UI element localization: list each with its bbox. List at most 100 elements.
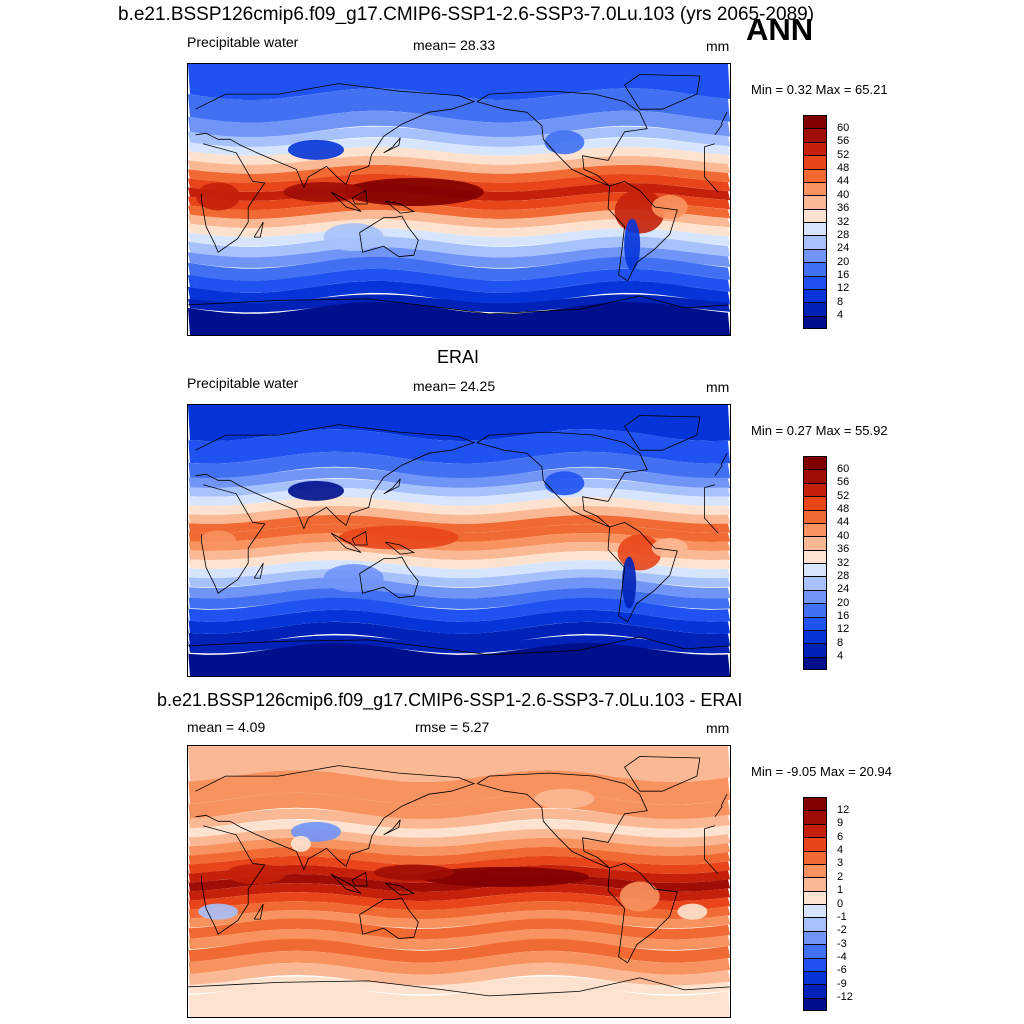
colorbar-swatch	[803, 629, 827, 644]
field-band	[188, 236, 730, 258]
colorbar-swatch	[803, 222, 827, 236]
field-feature	[338, 525, 459, 550]
figure-title: b.e21.BSSP126cmip6.f09_g17.CMIP6-SSP1-2.…	[118, 4, 815, 25]
colorbar-swatch	[803, 549, 827, 563]
panel2-colorbar: 4 8 12 16 20 24 28 32 36 40 44 48 52 56 60	[803, 456, 863, 670]
colorbar-tick-label: 52	[837, 489, 850, 502]
colorbar-swatch	[803, 235, 827, 249]
panel3-units-label: mm	[706, 720, 730, 736]
colorbar-swatch	[803, 930, 827, 945]
field-band	[188, 846, 730, 865]
coastline	[253, 221, 264, 238]
colorbar-swatch	[803, 522, 827, 537]
field-band	[188, 808, 730, 830]
colorbar-frame	[803, 456, 827, 670]
panel3-colorbar: -12 -9 -6 -4 -3 -2 -1 0 1 2 3 4 6 9 12	[803, 797, 863, 1011]
colorbar-tick-label: -9	[837, 977, 847, 990]
colorbar-swatch	[803, 248, 827, 263]
field-feature	[373, 864, 454, 881]
field-band	[188, 962, 730, 987]
coastline	[188, 636, 730, 656]
season-label: ANN	[746, 12, 814, 47]
coastline	[195, 83, 723, 189]
coastline	[351, 189, 368, 205]
field-band	[188, 247, 730, 268]
field-band	[188, 551, 730, 570]
field-band	[188, 770, 730, 805]
field-band	[188, 88, 730, 123]
field-feature	[534, 788, 595, 809]
colorbar-tick-label: -1	[837, 910, 847, 923]
field-band	[188, 746, 730, 783]
colorbar-tick-label: 20	[837, 596, 850, 609]
field-band	[188, 976, 730, 995]
colorbar-swatch	[803, 823, 827, 838]
coastline	[624, 756, 701, 792]
coastline	[330, 532, 362, 553]
coastline	[330, 873, 362, 894]
colorbar-tick-label: 9	[837, 817, 844, 830]
field-band	[188, 64, 730, 100]
colorbar-tick-label: 20	[837, 255, 850, 268]
colorbar-swatch	[803, 810, 827, 824]
field-band	[188, 892, 730, 911]
panel1-minmax-label: Min = 0.32 Max = 65.21	[751, 82, 888, 97]
coastline	[384, 541, 416, 555]
field-feature	[287, 480, 344, 501]
colorbar-tick-label: -2	[837, 924, 847, 937]
colorbar-swatch	[803, 509, 827, 523]
panel2-units-label: mm	[706, 379, 730, 395]
field-feature	[614, 189, 665, 234]
coastline	[383, 819, 401, 836]
coastline	[476, 431, 648, 528]
coastline	[720, 112, 728, 125]
colorbar-frame	[803, 115, 827, 329]
field-band	[188, 505, 730, 524]
colorbar-tick-label: -12	[837, 991, 853, 1004]
field-band	[188, 642, 730, 676]
field-band	[188, 938, 730, 963]
coastline	[607, 862, 678, 964]
colorbar-swatch	[803, 656, 827, 670]
colorbar-tick-label: 32	[837, 556, 850, 569]
colorbar-swatch	[803, 890, 827, 904]
colorbar-tick-label: 60	[837, 462, 850, 475]
panel2-variable-label: Precipitable water	[187, 375, 299, 391]
field-band	[188, 577, 730, 599]
coastline	[359, 556, 419, 599]
colorbar-tick-label: 12	[837, 282, 850, 295]
colorbar-swatch	[803, 957, 827, 971]
colorbar-swatch	[803, 482, 827, 497]
panel3-minmax-label: Min = -9.05 Max = 20.94	[751, 764, 892, 779]
colorbar-tick-label: 56	[837, 135, 850, 148]
colorbar-swatch	[803, 469, 827, 483]
coastline	[607, 521, 678, 623]
colorbar-tick-label: 16	[837, 269, 850, 281]
coastline	[607, 180, 678, 282]
colorbar-tick-label: 36	[837, 202, 850, 215]
coastline	[720, 794, 728, 807]
field-band	[188, 228, 730, 247]
coastline	[195, 765, 723, 871]
panel3-mean-label: mean = 4.09	[187, 719, 266, 735]
colorbar-swatch	[803, 128, 827, 142]
field-band	[188, 597, 730, 622]
colorbar-swatch	[803, 603, 827, 617]
field-feature	[544, 471, 585, 496]
colorbar-tick-label: 12	[837, 623, 850, 636]
colorbar-tick-label: 2	[837, 870, 844, 883]
coastline	[253, 903, 264, 920]
panel1-units-label: mm	[706, 38, 730, 54]
field-band	[188, 855, 730, 874]
colorbar-swatch	[803, 208, 827, 222]
colorbar-tick-label: -4	[837, 951, 847, 963]
colorbar-swatch	[803, 984, 827, 998]
field-band	[188, 910, 730, 929]
field-band	[188, 837, 730, 856]
colorbar-swatch	[803, 168, 827, 182]
colorbar-swatch	[803, 302, 827, 316]
colorbar-tick-label: 1	[837, 884, 844, 897]
colorbar-tick-label: 4	[837, 309, 844, 322]
field-feature	[196, 182, 241, 211]
colorbar-tick-label: -6	[837, 964, 847, 977]
